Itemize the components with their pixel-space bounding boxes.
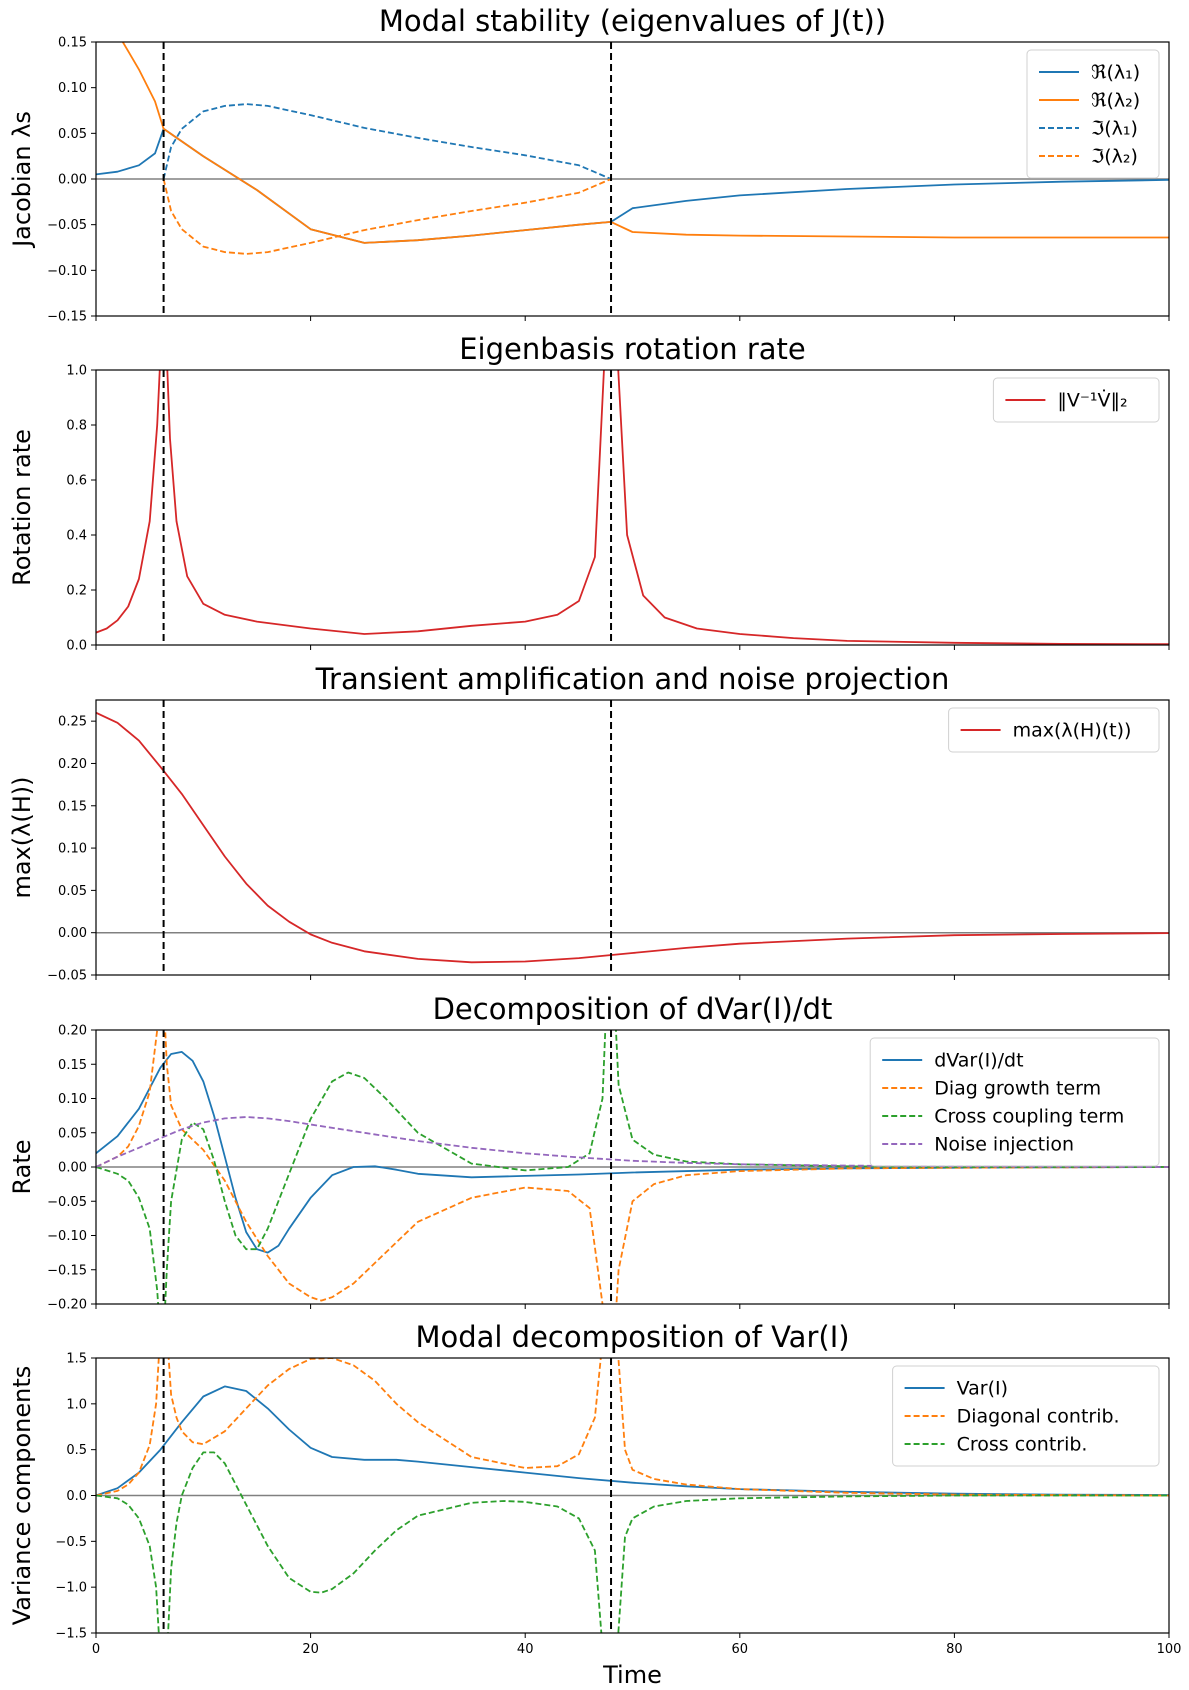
chart-title: Modal stability (eigenvalues of J(t)) [379,4,886,38]
plot-area [96,1358,1169,1633]
x-tick-label: 80 [946,1642,963,1657]
x-tick-label: 100 [1157,1642,1182,1657]
y-tick-label: −0.15 [47,1263,87,1278]
y-tick-label: −0.10 [47,264,87,279]
series-line-3 [162,103,612,180]
chart-title: Transient amplification and noise projec… [315,662,950,696]
y-tick-label: 0.15 [58,799,87,814]
legend-entry: ℜ(λ₂) [1091,90,1140,112]
y-tick-label: 0.5 [66,1443,87,1458]
y-tick-label: −1.5 [55,1627,87,1642]
y-tick-label: 0.10 [58,1092,87,1107]
y-tick-label: −0.05 [47,1195,87,1210]
y-tick-label: 0.4 [66,529,87,544]
y-axis-label: Rate [8,1139,36,1194]
y-tick-label: 0.05 [58,127,87,142]
legend-entry: dVar(I)/dt [934,1050,1023,1072]
legend-entry: Cross coupling term [934,1106,1124,1128]
series-line-1 [96,370,1169,645]
axes-frame [95,1357,1170,1634]
chart-panel-5: Modal decomposition of Var(I) Variance co… [8,1320,1181,1689]
series-line-4 [96,1116,1169,1168]
series-line-3 [96,1030,1169,1304]
legend-entry: Diag growth term [934,1078,1101,1100]
axes-frame [95,699,1170,976]
y-tick-label: 0.0 [66,1489,87,1504]
y-tick-label: 0.20 [58,1024,87,1039]
chart-title: Decomposition of dVar(I)/dt [433,992,833,1026]
x-tick-label: 40 [517,1642,534,1657]
y-tick-label: 0.00 [58,173,87,188]
y-tick-label: −0.05 [47,969,87,984]
y-tick-label: −0.15 [47,310,87,325]
plot-area [96,1030,1169,1304]
y-axis-label: Rotation rate [8,429,36,586]
y-tick-label: −0.05 [47,218,87,233]
legend: Var(I) Diagonal contrib. Cross contrib. [892,1365,1160,1467]
axes-frame [95,41,1170,317]
y-tick-label: 0.10 [58,842,87,857]
legend: dVar(I)/dt Diag growth term Cross coupling… [869,1037,1160,1167]
legend: ‖V⁻¹V̇‖₂ [992,377,1160,423]
y-tick-label: 1.0 [66,1397,87,1412]
y-axis-label: Variance components [8,1366,36,1626]
y-tick-label: 0.2 [66,584,87,599]
y-axis-label: max(λ(H)) [8,777,36,899]
y-axis-label: Jacobian λs [8,111,36,249]
y-tick-label: 0.0 [66,639,87,654]
x-axis-label: Time [602,1661,662,1689]
y-tick-label: −0.10 [47,1229,87,1244]
chart-panel-2: Eigenbasis rotation rate Rotation rate 0.0… [8,332,1170,654]
legend-entry: ℑ(λ₁) [1091,118,1138,140]
chart-panel-1: Modal stability (eigenvalues of J(t)) Jac… [8,4,1170,325]
chart-panel-3: Transient amplification and noise projec… [8,662,1170,984]
y-tick-label: 0.15 [58,1058,87,1073]
y-tick-label: 0.00 [58,1161,87,1176]
plot-area [96,370,1169,645]
series-line-2 [96,1030,1169,1304]
series-line-3 [96,1451,1169,1633]
y-tick-label: 0.05 [58,884,87,899]
axes-frame [95,369,1170,646]
y-tick-label: 1.0 [66,364,87,379]
y-tick-label: 0.25 [58,715,87,730]
legend-entry: Var(I) [957,1378,1008,1400]
y-tick-label: 0.05 [58,1126,87,1141]
x-tick-label: 60 [732,1642,749,1657]
legend-entry: ‖V⁻¹V̇‖₂ [1057,389,1127,411]
y-tick-label: 0.00 [58,926,87,941]
chart-panel-4: Decomposition of dVar(I)/dt Rate −0.20 −0.1… [8,992,1170,1313]
y-tick-label: −0.5 [55,1535,87,1550]
y-tick-label: −0.20 [47,1298,87,1313]
series-line-1 [96,711,1169,964]
y-tick-label: 0.6 [66,474,87,489]
series-line-1 [96,1051,1169,1254]
y-tick-label: 0.15 [58,36,87,51]
plot-area [96,42,1169,316]
legend: ℜ(λ₁) ℜ(λ₂) ℑ(λ₁) ℑ(λ₂) [1026,49,1160,179]
y-tick-label: 0.8 [66,419,87,434]
x-tick-label: 20 [302,1642,319,1657]
plot-area [96,700,1169,975]
legend-entry: Diagonal contrib. [957,1406,1120,1428]
series-line-4 [162,178,612,255]
series-line-2 [122,42,1169,244]
chart-title: Modal decomposition of Var(I) [415,1320,849,1354]
y-tick-label: 1.5 [66,1352,87,1367]
x-tick-label: 0 [92,1642,100,1657]
legend-entry: ℜ(λ₁) [1091,62,1140,84]
y-tick-label: 0.10 [58,81,87,96]
series-line-1 [96,127,1169,244]
chart-title: Eigenbasis rotation rate [459,332,806,366]
axes-frame [95,1029,1170,1305]
legend-entry: ℑ(λ₂) [1091,146,1138,168]
legend: max(λ(H)(t)) [948,707,1160,753]
y-tick-label: −1.0 [55,1581,87,1596]
legend-entry: Noise injection [934,1134,1074,1156]
legend-entry: max(λ(H)(t)) [1013,720,1132,742]
legend-entry: Cross contrib. [957,1434,1088,1456]
y-tick-label: 0.20 [58,757,87,772]
